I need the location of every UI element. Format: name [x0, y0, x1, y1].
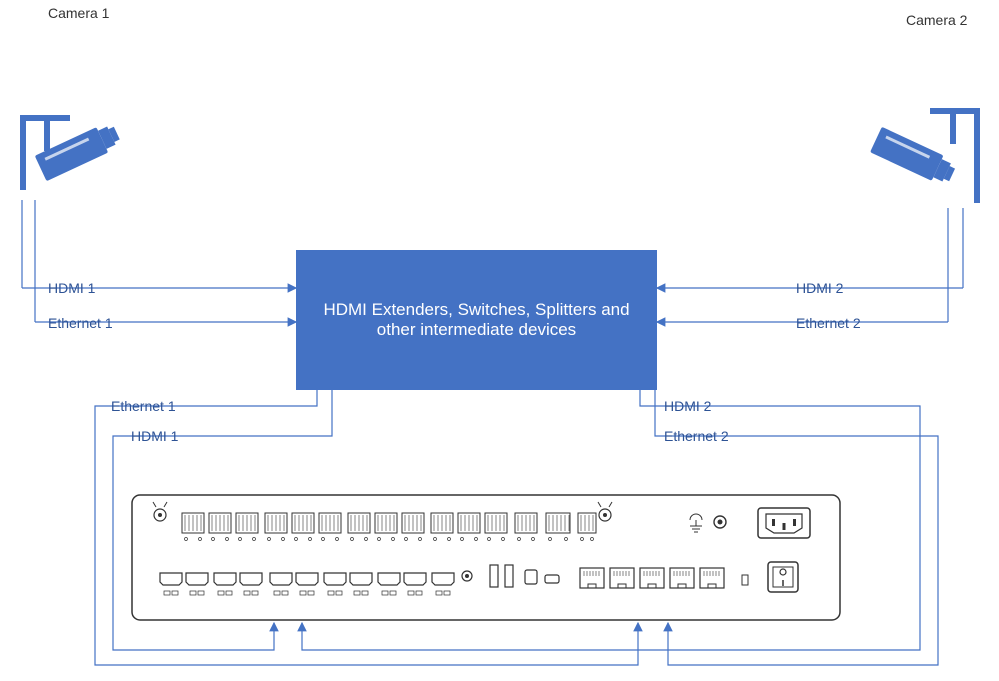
hdmi1-top-label: HDMI 1: [48, 280, 95, 296]
eth2-bot-label: Ethernet 2: [664, 428, 729, 444]
eth1-bot-label: Ethernet 1: [111, 398, 176, 414]
central-hub-box: HDMI Extenders, Switches, Splitters and …: [296, 250, 657, 390]
eth1-top-label: Ethernet 1: [48, 315, 113, 331]
camera2-title: Camera 2: [906, 12, 967, 28]
central-hub-label: HDMI Extenders, Switches, Splitters and …: [308, 300, 645, 340]
camera1-title: Camera 1: [48, 5, 109, 21]
hdmi2-top-label: HDMI 2: [796, 280, 843, 296]
eth2-top-label: Ethernet 2: [796, 315, 861, 331]
hdmi1-bot-label: HDMI 1: [131, 428, 178, 444]
hdmi2-bot-label: HDMI 2: [664, 398, 711, 414]
